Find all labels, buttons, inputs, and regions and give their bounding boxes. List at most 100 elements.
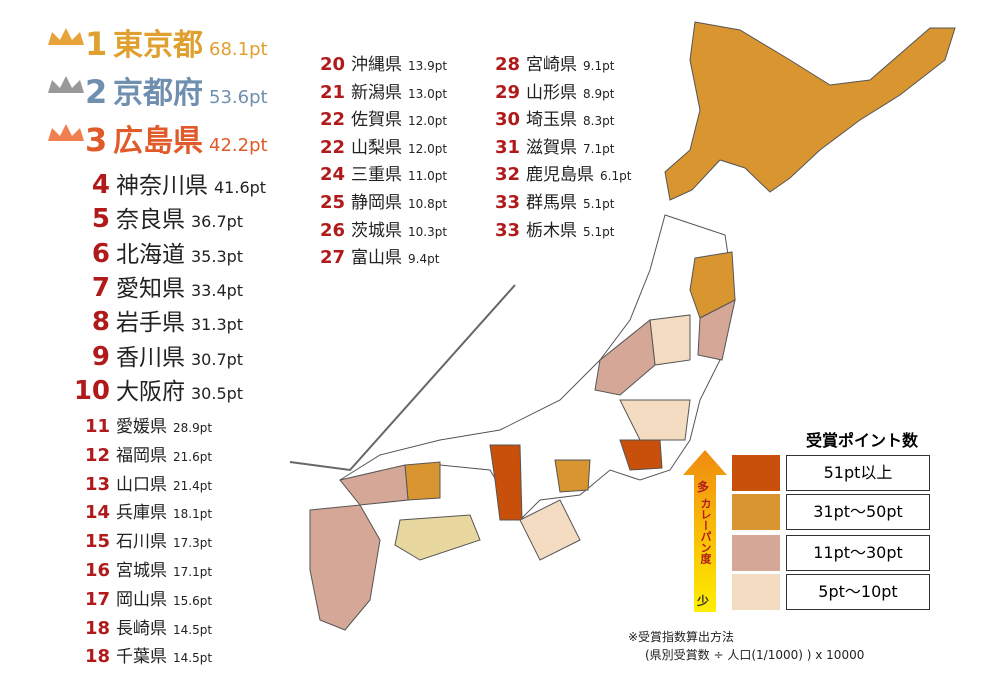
prefecture: 滋賀県 bbox=[526, 137, 577, 158]
prefecture: 京都府 bbox=[113, 76, 203, 111]
score: 12.0pt bbox=[408, 141, 448, 156]
prefecture: 栃木県 bbox=[526, 220, 577, 241]
legend-label: 5pt～10pt bbox=[786, 574, 930, 610]
score: 12.0pt bbox=[408, 114, 448, 129]
rank: 29 bbox=[494, 81, 520, 103]
rank: 33 bbox=[494, 192, 520, 213]
rank: 10 bbox=[73, 375, 110, 406]
score: 21.4pt bbox=[173, 478, 213, 493]
rank-row: 33 栃木県 5.1pt bbox=[480, 216, 614, 241]
legend-swatch bbox=[732, 535, 780, 571]
rank: 3 bbox=[85, 121, 108, 159]
rank: 30 bbox=[494, 109, 520, 131]
rank: 13 bbox=[84, 473, 110, 495]
prefecture: 奈良県 bbox=[116, 207, 185, 234]
score: 5.1pt bbox=[583, 197, 615, 211]
rank-row: 26 茨城県 10.3pt bbox=[305, 216, 447, 241]
score: 68.1pt bbox=[209, 39, 268, 60]
legend-title: 受賞ポイント数 bbox=[805, 431, 918, 450]
prefecture: 石川県 bbox=[116, 532, 167, 553]
legend-label: 31pt～50pt bbox=[786, 494, 930, 530]
prefecture: 福岡県 bbox=[116, 445, 167, 466]
legend-label: 51pt以上 bbox=[786, 455, 930, 491]
rank-row: 11 愛媛県 28.9pt bbox=[70, 412, 212, 437]
rank-row: 22 佐賀県 12.0pt bbox=[305, 105, 447, 130]
score: 41.6pt bbox=[214, 178, 267, 197]
prefecture: 新潟県 bbox=[351, 82, 402, 103]
score: 10.3pt bbox=[408, 224, 448, 239]
rank-row: 25 静岡県 10.8pt bbox=[305, 188, 447, 213]
rank-row: 15 石川県 17.3pt bbox=[70, 527, 212, 552]
rank: 21 bbox=[319, 81, 345, 103]
score: 14.5pt bbox=[173, 651, 213, 666]
prefecture: 北海道 bbox=[116, 241, 185, 268]
rank: 11 bbox=[84, 416, 110, 437]
score: 9.4pt bbox=[408, 252, 440, 267]
prefecture: 沖縄県 bbox=[351, 55, 402, 75]
rank: 33 bbox=[494, 219, 520, 241]
rank-row: 7 愛知県 33.4pt bbox=[70, 269, 243, 303]
prefecture: 長崎県 bbox=[116, 618, 167, 639]
scale-top: 多 bbox=[697, 480, 710, 494]
score: 30.7pt bbox=[191, 349, 244, 369]
rank: 8 bbox=[91, 307, 110, 338]
prefecture: 広島県 bbox=[113, 124, 203, 159]
rank: 17 bbox=[84, 588, 110, 610]
rank-row: 2 京都府 53.6pt bbox=[85, 68, 268, 112]
score: 30.5pt bbox=[191, 383, 244, 403]
legend-label: 11pt～30pt bbox=[786, 535, 930, 571]
legend-swatch bbox=[732, 455, 780, 491]
rank-row: 22 山梨県 12.0pt bbox=[305, 133, 447, 158]
rank-row: 20 沖縄県 13.9pt bbox=[305, 50, 447, 75]
score: 53.6pt bbox=[209, 87, 268, 108]
rank: 26 bbox=[319, 219, 345, 241]
rank-row: 9 香川県 30.7pt bbox=[70, 338, 243, 372]
score: 6.1pt bbox=[600, 169, 632, 184]
rank-row: 8 岩手県 31.3pt bbox=[70, 303, 243, 337]
prefecture: 群馬県 bbox=[526, 193, 577, 213]
rank-row: 28 宮崎県 9.1pt bbox=[480, 50, 614, 75]
prefecture: 茨城県 bbox=[351, 220, 402, 241]
rank-row: 31 滋賀県 7.1pt bbox=[480, 133, 614, 158]
score: 15.6pt bbox=[173, 593, 213, 608]
note: (県別受賞数 ÷ 人口(1/1000) ) x 10000 bbox=[645, 648, 865, 662]
rank-row: 13 山口県 21.4pt bbox=[70, 470, 212, 495]
rank-row: 14 兵庫県 18.1pt bbox=[70, 498, 212, 523]
score: 8.3pt bbox=[583, 114, 615, 129]
rank-row: 32 鹿児島県 6.1pt bbox=[480, 160, 631, 185]
rank-row: 27 富山県 9.4pt bbox=[305, 243, 439, 268]
rank-row: 1 東京都 68.1pt bbox=[85, 20, 268, 64]
rank-row: 5 奈良県 36.7pt bbox=[70, 200, 243, 234]
prefecture: 三重県 bbox=[351, 165, 402, 186]
prefecture: 兵庫県 bbox=[116, 503, 167, 524]
rank: 25 bbox=[319, 192, 345, 213]
score: 9.1pt bbox=[583, 59, 615, 73]
prefecture: 大阪府 bbox=[116, 378, 185, 405]
rank-row: 18 千葉県 14.5pt bbox=[70, 642, 212, 667]
prefecture: 鹿児島県 bbox=[526, 165, 594, 186]
prefecture: 山形県 bbox=[526, 82, 577, 103]
prefecture: 東京都 bbox=[113, 28, 203, 63]
score: 11.0pt bbox=[408, 169, 448, 184]
prefecture: 香川県 bbox=[116, 344, 185, 371]
crowns bbox=[48, 28, 84, 141]
scale-bottom: 少 bbox=[697, 594, 710, 608]
rank: 28 bbox=[494, 54, 520, 75]
rank: 27 bbox=[319, 247, 345, 269]
prefecture: 宮崎県 bbox=[526, 55, 577, 75]
rank: 16 bbox=[84, 560, 110, 581]
rank: 22 bbox=[319, 136, 345, 158]
rank-row: 24 三重県 11.0pt bbox=[305, 160, 447, 185]
score: 5.1pt bbox=[583, 224, 615, 239]
score: 28.9pt bbox=[173, 421, 213, 435]
score: 17.3pt bbox=[173, 536, 213, 551]
prefecture: 埼玉県 bbox=[526, 110, 577, 131]
legend-swatch bbox=[732, 494, 780, 530]
rank: 5 bbox=[91, 204, 110, 235]
rank-row: 6 北海道 35.3pt bbox=[70, 235, 243, 269]
score: 13.0pt bbox=[408, 86, 448, 101]
prefecture: 愛知県 bbox=[116, 275, 185, 302]
rank-row: 4 神奈川県 41.6pt bbox=[70, 166, 266, 200]
prefecture: 神奈川県 bbox=[116, 173, 208, 199]
